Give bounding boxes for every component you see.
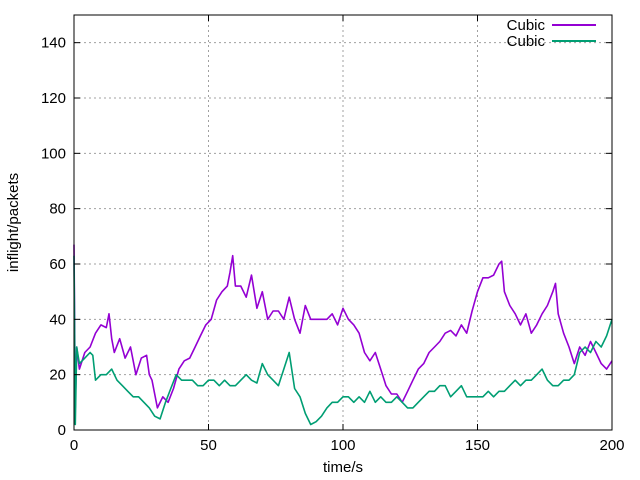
axis-ticks xyxy=(73,15,613,431)
x-tick-label: 150 xyxy=(465,437,490,454)
x-tick-label: 50 xyxy=(200,437,217,454)
series-line-1 xyxy=(73,244,613,409)
y-tick-label: 80 xyxy=(49,201,66,218)
y-tick-label: 20 xyxy=(49,367,66,384)
y-axis-title: inflight/packets xyxy=(5,173,22,272)
x-tick-label: 200 xyxy=(599,437,624,454)
series-lines xyxy=(73,244,613,426)
y-tick-label: 60 xyxy=(49,256,66,273)
y-tick-label: 40 xyxy=(49,311,66,328)
y-tick-label: 100 xyxy=(41,145,66,162)
tick-labels: 0 50 100 150 200 0 20 40 60 80 100 120 140 xyxy=(41,35,625,454)
y-tick-label: 0 xyxy=(58,422,66,439)
series-line-2 xyxy=(73,255,613,426)
x-tick-label: 100 xyxy=(330,437,355,454)
legend-label-series-2: Cubic xyxy=(507,33,546,50)
y-tick-label: 140 xyxy=(41,35,66,52)
legend-label-series-1: Cubic xyxy=(507,17,546,34)
x-axis-title: time/s xyxy=(323,459,363,476)
grid-lines xyxy=(74,15,612,430)
y-tick-label: 120 xyxy=(41,90,66,107)
x-tick-label: 0 xyxy=(70,437,78,454)
legend: Cubic Cubic xyxy=(507,17,596,50)
